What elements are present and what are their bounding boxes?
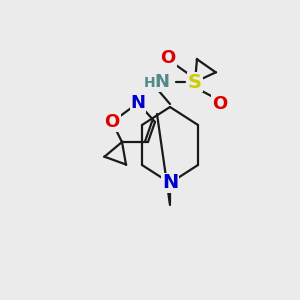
Text: N: N: [154, 73, 169, 91]
Text: O: O: [212, 95, 228, 113]
Text: N: N: [130, 94, 146, 112]
Text: O: O: [160, 49, 175, 67]
Text: H: H: [144, 76, 156, 90]
Text: N: N: [162, 173, 178, 193]
Text: O: O: [104, 113, 120, 131]
Text: S: S: [188, 73, 202, 92]
